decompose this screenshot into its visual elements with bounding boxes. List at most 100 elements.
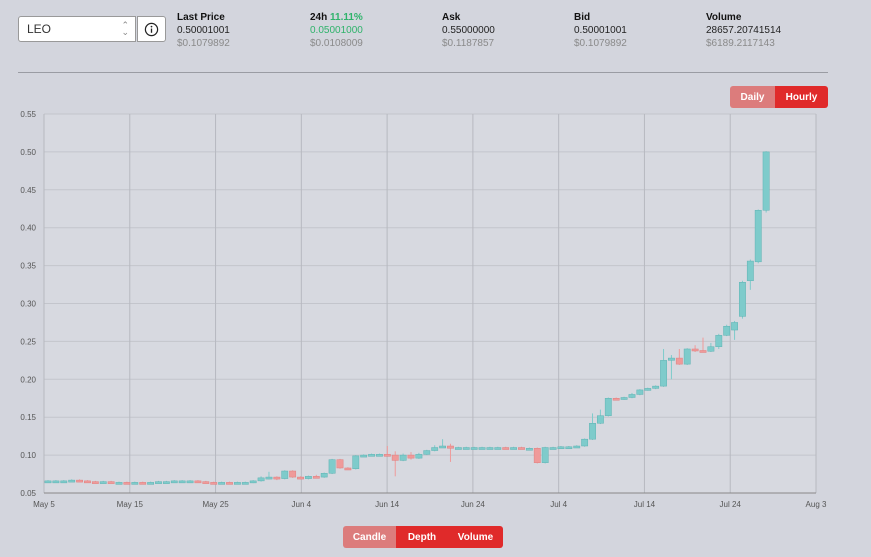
stat-last-price: Last Price 0.50001001 $0.1079892: [177, 11, 230, 50]
x-tick-label: Jul 4: [550, 500, 567, 509]
y-tick-label: 0.20: [20, 375, 36, 384]
candle-up: [131, 482, 139, 485]
candle-down: [289, 470, 297, 478]
candle-up: [368, 454, 375, 457]
candle-down: [533, 448, 541, 463]
candle-up: [652, 385, 660, 389]
candle-up: [147, 482, 154, 485]
candle-up: [241, 482, 249, 485]
candle-down: [91, 481, 99, 484]
y-tick-label: 0.45: [20, 186, 36, 195]
candle-down: [202, 481, 210, 484]
candle-button[interactable]: Candle: [343, 526, 396, 548]
candle-up: [281, 470, 289, 479]
y-tick-label: 0.25: [20, 337, 36, 346]
stat-usd: $6189.2117143: [706, 38, 775, 49]
stat-value: 0.50001001: [574, 25, 627, 36]
candle-up: [44, 480, 52, 484]
pair-select[interactable]: LEO ⌃ ⌄: [18, 16, 136, 42]
candle-up: [541, 447, 549, 463]
stat-ask: Ask 0.55000000 $0.1187857: [442, 11, 495, 50]
candle-up: [431, 447, 439, 451]
candle-up: [660, 360, 667, 387]
candle-up: [683, 348, 691, 365]
candle-up: [715, 335, 723, 347]
interval-toggle: Daily Hourly: [730, 86, 828, 108]
candle-up: [52, 480, 60, 484]
candle-up: [494, 447, 502, 450]
candle-up: [620, 397, 628, 400]
candle-up: [644, 388, 652, 391]
daily-button[interactable]: Daily: [730, 86, 775, 108]
candle-up: [423, 450, 431, 455]
y-tick-label: 0.10: [20, 451, 36, 460]
candle-down: [312, 476, 320, 479]
candle-up: [360, 454, 368, 458]
candle-up: [178, 480, 186, 484]
stat-value: 28657.20741514: [706, 25, 782, 36]
candle-up: [628, 394, 636, 398]
candle-up: [257, 477, 265, 482]
candle-up: [233, 482, 241, 485]
candle-up: [746, 260, 754, 282]
candle-up: [549, 447, 557, 450]
x-tick-label: Jun 24: [461, 500, 486, 509]
candle-up: [707, 346, 715, 352]
candle-down: [447, 445, 454, 449]
x-tick-label: May 5: [33, 500, 55, 509]
candle-down: [691, 348, 699, 352]
candle-up: [155, 481, 162, 484]
x-tick-label: Aug 3: [806, 500, 827, 509]
candle-up: [218, 482, 226, 485]
stat-label: Last Price: [177, 12, 225, 23]
y-tick-label: 0.05: [20, 489, 36, 498]
candle-down: [76, 479, 83, 483]
candle-up: [486, 447, 494, 450]
info-icon: [144, 22, 159, 36]
y-tick-label: 0.15: [20, 413, 36, 422]
stat-usd: $0.1079892: [177, 38, 230, 49]
candle-down: [210, 482, 218, 485]
depth-button[interactable]: Depth: [396, 526, 448, 548]
candle-up: [99, 481, 107, 484]
stat-value: 0.55000000: [442, 25, 495, 36]
candle-down: [194, 480, 202, 484]
price-chart: 0.05 0.10 0.15 0.20 0.25 0.30 0.35 0.40 0.45 0.50…: [20, 110, 827, 509]
candle-up: [470, 447, 478, 450]
candle-up: [478, 447, 486, 450]
candle-up: [762, 151, 770, 211]
stat-label: Ask: [442, 12, 461, 23]
candle-up: [739, 282, 746, 317]
candle-up: [573, 445, 581, 449]
candle-down: [391, 454, 399, 461]
candle-up: [462, 447, 470, 450]
candle-up: [723, 325, 731, 336]
info-button[interactable]: [137, 16, 166, 42]
volume-button[interactable]: Volume: [448, 526, 503, 548]
candle-down: [344, 467, 352, 471]
candle-up: [525, 448, 533, 451]
candle-up: [352, 455, 360, 469]
stat-24h: 24h 11.11% 0.05001000 $0.0108009: [310, 11, 363, 50]
candle-down: [273, 476, 281, 480]
hourly-button[interactable]: Hourly: [775, 86, 828, 108]
candle-down: [612, 398, 620, 401]
y-tick-label: 0.40: [20, 224, 36, 233]
candle-up: [60, 480, 68, 484]
candle-up: [454, 447, 462, 450]
candle-down: [123, 482, 131, 485]
stat-volume: Volume 28657.20741514 $6189.2117143: [706, 11, 781, 50]
candle-up: [320, 473, 328, 478]
stat-value: 0.50001001: [177, 25, 230, 36]
candle-down: [226, 482, 233, 485]
x-tick-label: May 15: [117, 500, 144, 509]
candle-up: [597, 415, 604, 424]
candle-up: [668, 357, 675, 361]
candle-down: [383, 454, 391, 457]
candle-up: [162, 481, 170, 484]
stat-usd: $0.1187857: [442, 38, 495, 49]
stat-24h-pct: 11.11%: [330, 12, 363, 23]
candle-up: [265, 476, 273, 480]
candle-up: [565, 446, 573, 450]
candle-up: [115, 482, 123, 485]
